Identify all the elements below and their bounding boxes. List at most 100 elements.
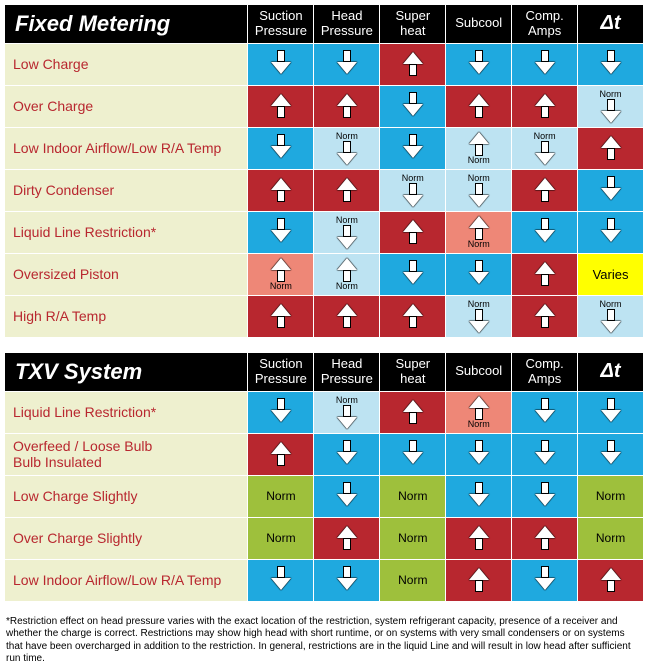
varies-text: Varies xyxy=(593,267,629,282)
arrow-down-icon xyxy=(271,398,291,422)
data-row: Over Charge SlightlyNormNormNorm xyxy=(5,517,644,559)
arrow-down-icon: Norm xyxy=(534,132,556,165)
arrow-down-icon xyxy=(601,50,621,74)
value-cell xyxy=(380,253,446,295)
col-header-subcool: Subcool xyxy=(446,352,512,391)
value-cell xyxy=(248,211,314,253)
value-cell xyxy=(314,43,380,85)
value-cell xyxy=(248,43,314,85)
arrow-up-icon xyxy=(337,178,357,202)
norm-label: Norm xyxy=(270,282,292,291)
arrow-up-icon: Norm xyxy=(270,258,292,291)
arrow-down-icon xyxy=(271,134,291,158)
col-header-subcool: Subcool xyxy=(446,5,512,44)
data-row: Overfeed / Loose BulbBulb Insulated xyxy=(5,433,644,475)
norm-label: Norm xyxy=(468,240,490,249)
value-cell xyxy=(512,295,578,337)
value-cell xyxy=(446,475,512,517)
arrow-down-icon: Norm xyxy=(336,132,358,165)
arrow-down-icon xyxy=(601,176,621,200)
norm-label: Norm xyxy=(336,132,358,141)
arrow-up-icon xyxy=(337,94,357,118)
row-label: Over Charge Slightly xyxy=(5,517,248,559)
arrow-up-icon: Norm xyxy=(468,396,490,429)
value-cell xyxy=(512,391,578,433)
value-cell xyxy=(578,127,644,169)
row-label: Overfeed / Loose BulbBulb Insulated xyxy=(5,433,248,475)
value-cell xyxy=(248,559,314,601)
arrow-down-icon xyxy=(337,50,357,74)
arrow-up-icon xyxy=(403,52,423,76)
arrow-down-icon xyxy=(535,398,555,422)
arrow-up-icon xyxy=(403,304,423,328)
col-header-head: HeadPressure xyxy=(314,5,380,44)
value-cell xyxy=(314,295,380,337)
value-cell xyxy=(446,85,512,127)
arrow-down-icon xyxy=(535,50,555,74)
norm-text: Norm xyxy=(266,489,295,503)
arrow-up-icon xyxy=(271,304,291,328)
arrow-down-icon xyxy=(469,440,489,464)
data-row: Low Indoor Airflow/Low R/A TempNormNormN… xyxy=(5,127,644,169)
arrow-down-icon xyxy=(403,260,423,284)
value-cell: Varies xyxy=(578,253,644,295)
value-cell: Norm xyxy=(446,391,512,433)
value-cell xyxy=(314,433,380,475)
value-cell: Norm xyxy=(248,475,314,517)
value-cell xyxy=(314,559,380,601)
arrow-down-icon xyxy=(601,218,621,242)
data-row: Over ChargeNorm xyxy=(5,85,644,127)
value-cell xyxy=(512,85,578,127)
norm-text: Norm xyxy=(266,531,295,545)
value-cell xyxy=(512,211,578,253)
col-header-deltat: Δt xyxy=(578,5,644,44)
norm-label: Norm xyxy=(402,174,424,183)
col-header-superheat: Superheat xyxy=(380,5,446,44)
arrow-down-icon xyxy=(271,218,291,242)
col-header-deltat: Δt xyxy=(578,352,644,391)
norm-label: Norm xyxy=(336,216,358,225)
norm-label: Norm xyxy=(336,282,358,291)
value-cell xyxy=(380,85,446,127)
arrow-down-icon xyxy=(535,218,555,242)
norm-label: Norm xyxy=(534,132,556,141)
value-cell xyxy=(512,517,578,559)
norm-label: Norm xyxy=(336,396,358,405)
value-cell xyxy=(248,391,314,433)
value-cell: Norm xyxy=(314,127,380,169)
norm-text: Norm xyxy=(398,531,427,545)
value-cell xyxy=(248,127,314,169)
norm-text: Norm xyxy=(398,489,427,503)
value-cell: Norm xyxy=(446,211,512,253)
arrow-up-icon xyxy=(535,526,555,550)
value-cell xyxy=(314,475,380,517)
arrow-up-icon xyxy=(337,304,357,328)
table-title: Fixed Metering xyxy=(5,5,248,44)
value-cell xyxy=(578,391,644,433)
norm-label: Norm xyxy=(600,300,622,309)
value-cell: Norm xyxy=(380,475,446,517)
value-cell xyxy=(314,169,380,211)
footnote-text: *Restriction effect on head pressure var… xyxy=(4,616,644,666)
value-cell xyxy=(380,433,446,475)
arrow-down-icon: Norm xyxy=(600,300,622,333)
value-cell xyxy=(578,169,644,211)
data-row: Low Indoor Airflow/Low R/A TempNorm xyxy=(5,559,644,601)
arrow-down-icon xyxy=(271,566,291,590)
arrow-up-icon xyxy=(535,304,555,328)
arrow-down-icon: Norm xyxy=(468,174,490,207)
arrow-up-icon xyxy=(403,220,423,244)
norm-label: Norm xyxy=(600,90,622,99)
value-cell: Norm xyxy=(314,211,380,253)
row-label: Low Charge Slightly xyxy=(5,475,248,517)
value-cell xyxy=(446,433,512,475)
value-cell xyxy=(578,433,644,475)
header-row: Fixed MeteringSuctionPressureHeadPressur… xyxy=(5,5,644,44)
value-cell xyxy=(314,85,380,127)
value-cell: Norm xyxy=(578,475,644,517)
arrow-up-icon xyxy=(535,262,555,286)
value-cell xyxy=(512,43,578,85)
col-header-head: HeadPressure xyxy=(314,352,380,391)
value-cell xyxy=(512,253,578,295)
arrow-down-icon xyxy=(535,440,555,464)
